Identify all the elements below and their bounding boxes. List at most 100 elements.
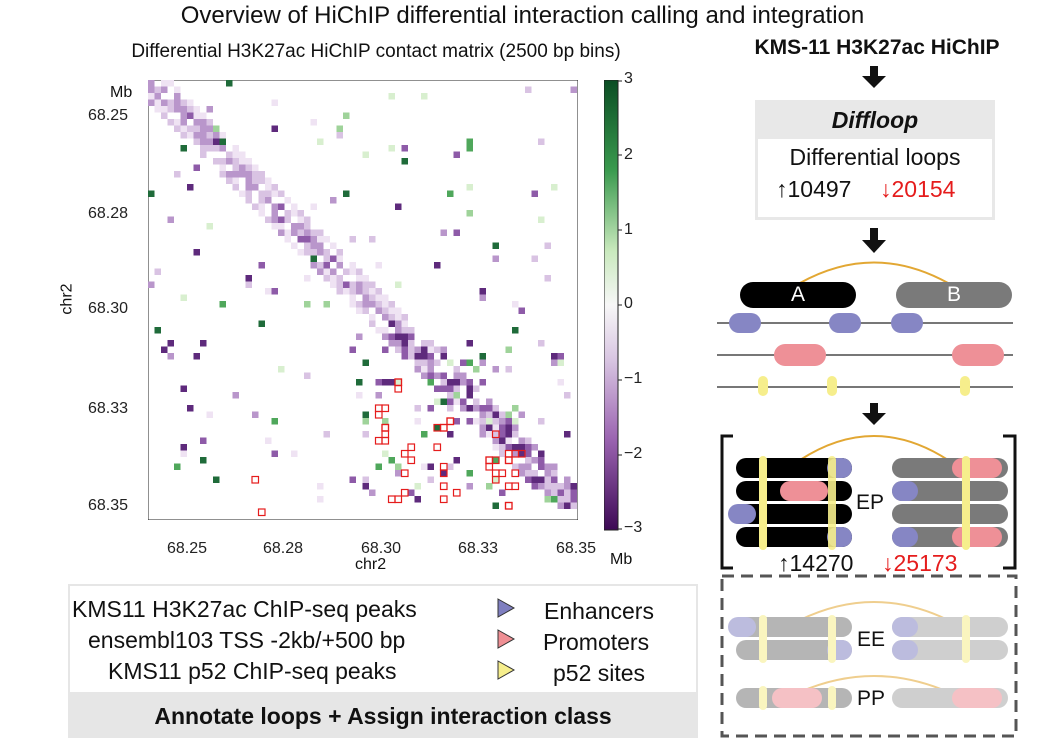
contact-cell xyxy=(362,288,369,295)
contact-cell xyxy=(499,411,506,418)
contact-cell xyxy=(180,112,187,119)
differential-loop-marker xyxy=(400,449,409,458)
contact-cell xyxy=(219,138,226,145)
contact-cell xyxy=(512,450,519,457)
contact-cell xyxy=(200,112,207,119)
contact-cell xyxy=(258,320,265,327)
contact-cell xyxy=(310,249,317,256)
ee-class-label: EE xyxy=(857,628,886,651)
contact-cell xyxy=(531,476,538,483)
contact-cell xyxy=(284,210,291,217)
annotate-step-label: Annotate loops + Assign interaction clas… xyxy=(68,694,698,738)
contact-cell xyxy=(460,372,467,379)
contact-cell xyxy=(375,327,382,334)
contact-cell xyxy=(245,158,252,165)
contact-cell xyxy=(408,353,415,360)
contact-cell xyxy=(453,151,460,158)
contact-cell xyxy=(317,138,324,145)
contact-cell xyxy=(180,132,187,139)
contact-cell xyxy=(434,372,441,379)
contact-cell xyxy=(245,197,252,204)
contact-cell xyxy=(297,223,304,230)
loop-arc xyxy=(799,261,949,284)
contact-cell xyxy=(362,418,369,425)
contact-cell xyxy=(310,236,317,243)
contact-cell xyxy=(388,379,395,386)
contact-cell xyxy=(518,450,525,457)
main-title: Overview of HiChIP differential interact… xyxy=(180,2,865,29)
contact-cell xyxy=(200,457,207,464)
contact-cell xyxy=(284,229,291,236)
contact-cell xyxy=(362,411,369,418)
contact-cell xyxy=(512,418,519,425)
contact-cell xyxy=(453,379,460,386)
contact-cell xyxy=(317,483,324,490)
contact-cell xyxy=(479,353,486,360)
contact-cell xyxy=(479,418,486,425)
contact-cell xyxy=(349,281,356,288)
contact-cell xyxy=(219,171,226,178)
contact-cell xyxy=(427,359,434,366)
contact-cell xyxy=(466,138,473,145)
contact-cell xyxy=(193,249,200,256)
contact-cell xyxy=(375,463,382,470)
contact-cell xyxy=(200,437,207,444)
enhancer-triangle-icon xyxy=(497,598,516,618)
contact-cell xyxy=(349,268,356,275)
contact-cell xyxy=(232,171,239,178)
contact-cell xyxy=(167,99,174,106)
contact-cell xyxy=(473,366,480,373)
contact-cell xyxy=(336,249,343,256)
contact-cell xyxy=(161,346,168,353)
contact-cell xyxy=(174,86,181,93)
contact-cell xyxy=(531,255,538,262)
contact-cell xyxy=(466,145,473,152)
contact-cell xyxy=(525,457,532,464)
contact-cell xyxy=(512,405,519,412)
contact-cell xyxy=(518,411,525,418)
contact-cell xyxy=(245,171,252,178)
contact-cell xyxy=(518,444,525,451)
contact-cell xyxy=(531,190,538,197)
contact-cell xyxy=(349,476,356,483)
contact-cell xyxy=(421,372,428,379)
contact-cell xyxy=(447,463,454,470)
contact-cell xyxy=(291,450,298,457)
contact-cell xyxy=(447,385,454,392)
contact-cell xyxy=(206,119,213,126)
anchor-b-label: B xyxy=(946,283,961,306)
contact-cell xyxy=(486,483,493,490)
contact-cell xyxy=(414,405,421,412)
contact-cell xyxy=(310,242,317,249)
x-axis-label: chr2 xyxy=(355,556,387,573)
contact-cell xyxy=(304,229,311,236)
contact-cell xyxy=(213,145,220,152)
differential-loop-marker xyxy=(374,436,383,445)
highlighted-loops xyxy=(251,378,526,517)
contact-cell xyxy=(271,125,278,132)
contact-cell xyxy=(388,145,395,152)
contact-cell xyxy=(505,411,512,418)
contact-cell xyxy=(564,502,571,509)
contact-cell xyxy=(512,301,519,308)
contact-cell xyxy=(258,203,265,210)
p52-triangle-icon xyxy=(497,660,516,680)
contact-cell xyxy=(466,483,473,490)
contact-cell xyxy=(304,372,311,379)
contact-cell xyxy=(544,463,551,470)
contact-cell xyxy=(271,210,278,217)
contact-cell xyxy=(408,327,415,334)
contact-cell xyxy=(395,346,402,353)
contact-cell xyxy=(304,301,311,308)
x-tick-label: 68.35 xyxy=(556,540,597,557)
contact-cell xyxy=(284,197,291,204)
contact-cell xyxy=(453,398,460,405)
contact-cell xyxy=(525,444,532,451)
contact-cell xyxy=(206,145,213,152)
contact-cell xyxy=(544,489,551,496)
contact-cell xyxy=(161,99,168,106)
contact-cell xyxy=(310,229,317,236)
legend-triangles xyxy=(497,598,516,680)
contact-cell xyxy=(544,496,551,503)
contact-cell xyxy=(265,184,272,191)
